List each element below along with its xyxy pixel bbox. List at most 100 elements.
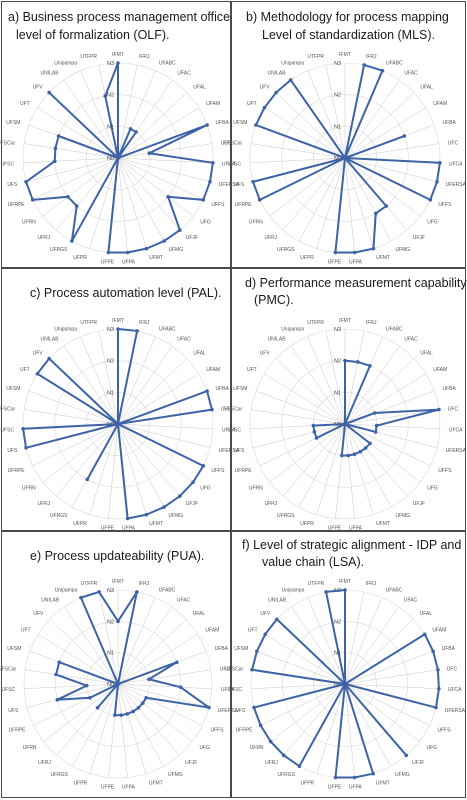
category-label: UFV	[260, 84, 271, 90]
category-label: UFRGS	[277, 513, 295, 519]
data-point	[147, 151, 152, 155]
category-label: UFMT	[376, 255, 390, 261]
category-label: UFG	[199, 745, 210, 751]
spoke	[260, 683, 346, 726]
spoke	[283, 683, 346, 756]
data-point	[116, 422, 120, 426]
category-label: UTFPR	[307, 320, 324, 326]
spoke	[251, 409, 346, 425]
data-point	[54, 672, 58, 677]
category-label: UFPA	[349, 525, 363, 531]
category-label: UFT	[247, 101, 257, 107]
data-point	[74, 204, 79, 208]
data-point	[116, 61, 120, 65]
data-point	[205, 389, 209, 393]
category-label: Unipampa	[54, 326, 77, 332]
category-label: IFRJ	[366, 320, 377, 326]
data-point	[254, 123, 258, 127]
spoke	[42, 423, 119, 483]
category-label: UFC	[220, 666, 231, 672]
data-point	[178, 228, 182, 232]
spoke	[25, 157, 119, 183]
category-label: UFERSA	[219, 448, 240, 454]
spoke	[275, 92, 346, 159]
spoke	[269, 157, 346, 217]
spoke	[344, 373, 426, 425]
spoke	[344, 358, 415, 425]
spoke	[49, 619, 119, 685]
category-label: UFMG	[395, 247, 410, 253]
level-label: N3	[107, 327, 114, 333]
category-label: UFRGS	[278, 772, 296, 778]
category-label: UFRPE	[235, 202, 253, 208]
category-label: UFG	[427, 220, 438, 226]
panel-olf-frame	[1, 1, 231, 268]
category-label: UTFPR	[307, 54, 324, 60]
category-label: UFT	[21, 628, 31, 634]
spoke	[117, 683, 203, 726]
spoke	[344, 597, 383, 685]
spoke	[316, 683, 346, 774]
level-label: N1	[334, 124, 341, 130]
spoke	[55, 157, 119, 231]
data-point	[404, 753, 409, 758]
level-label: N2	[334, 619, 341, 625]
category-label: UFRJ	[264, 501, 277, 507]
category-label: UFABC	[159, 587, 176, 593]
category-label: UFAM	[433, 367, 447, 373]
spoke	[344, 669, 438, 685]
spoke	[344, 157, 438, 183]
category-label: UFABC	[386, 587, 403, 593]
spoke	[344, 330, 365, 425]
category-label: UFAM	[432, 628, 446, 634]
category-label: UFT	[20, 367, 30, 373]
category-label: IFRJ	[139, 54, 150, 60]
spoke	[344, 423, 440, 430]
data-point	[343, 588, 347, 592]
spoke	[344, 591, 365, 685]
level-label: N1	[107, 124, 114, 130]
category-label: UFSCar	[224, 140, 242, 146]
data-point	[162, 505, 166, 509]
category-label: UFAM	[205, 628, 219, 634]
category-label: Unipampa	[55, 587, 78, 593]
data-point	[57, 660, 62, 665]
spoke	[24, 683, 119, 690]
spoke	[344, 683, 439, 690]
spoke	[117, 157, 128, 253]
category-label: UFPR	[300, 255, 314, 261]
category-label: UFSCar	[0, 140, 16, 146]
category-label: UFAC	[404, 71, 418, 77]
category-label: UFMT	[149, 780, 163, 786]
data-point	[144, 246, 149, 251]
data-point	[343, 156, 347, 160]
panel-pmc-title-line1: d) Performance measurement capability	[245, 276, 467, 290]
category-label: UFRPE	[8, 202, 26, 208]
data-point	[205, 123, 209, 127]
category-label: UFFS	[210, 727, 224, 733]
spoke	[117, 683, 128, 778]
category-label: UFSM	[6, 386, 20, 392]
category-label: UFERSA	[446, 182, 467, 188]
spoke	[117, 597, 156, 685]
data-point	[255, 649, 259, 654]
category-label: UFMG	[168, 772, 183, 778]
data-point	[268, 739, 273, 744]
spoke	[117, 157, 165, 242]
category-label: UFBA	[443, 120, 457, 126]
category-label: IFMT	[112, 579, 124, 585]
category-label: IFMT	[112, 52, 124, 58]
spoke	[298, 157, 346, 242]
category-label: UFERSA	[219, 182, 240, 188]
spoke	[43, 683, 119, 742]
data-point	[113, 713, 117, 717]
panel-pua-frame	[1, 531, 231, 798]
data-point	[368, 364, 372, 368]
level-label: N3	[334, 327, 341, 333]
category-label: UFPR	[73, 255, 87, 261]
spoke	[72, 683, 119, 767]
category-label: UFRGS	[50, 247, 68, 253]
data-point	[281, 753, 286, 758]
spoke	[117, 64, 138, 159]
spoke	[117, 157, 211, 183]
